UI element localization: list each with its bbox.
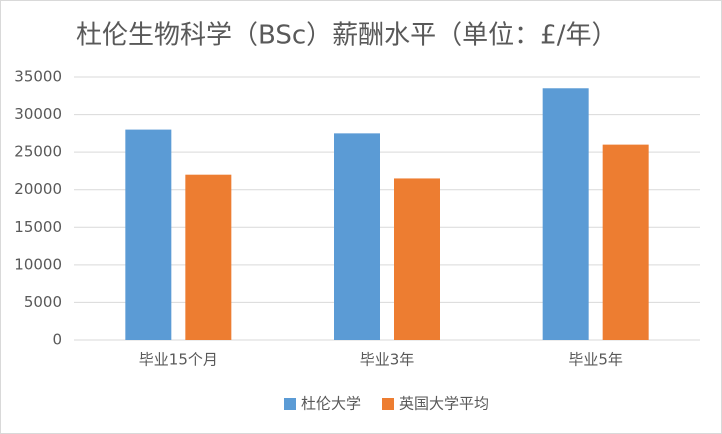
bar — [394, 178, 440, 340]
y-tick-label: 5000 — [24, 293, 62, 311]
bar — [125, 129, 172, 340]
x-tick-label: 毕业3年 — [360, 351, 415, 369]
x-tick-label: 毕业15个月 — [139, 351, 218, 369]
y-tick-label: 25000 — [14, 143, 62, 161]
legend-label: 杜伦大学 — [301, 395, 361, 413]
y-tick-label: 35000 — [14, 68, 62, 86]
bar — [334, 133, 380, 340]
bar — [602, 144, 649, 340]
y-tick-label: 15000 — [14, 218, 62, 236]
legend-swatch — [382, 398, 394, 410]
legend-label: 英国大学平均 — [399, 395, 489, 413]
legend-swatch — [284, 398, 296, 410]
bar — [185, 174, 232, 340]
y-tick-label: 30000 — [14, 105, 62, 123]
bar — [542, 88, 589, 341]
y-tick-label: 0 — [52, 331, 62, 349]
chart-title: 杜伦生物科学（BSc）薪酬水平（单位：£/年） — [76, 21, 617, 51]
y-tick-label: 10000 — [14, 255, 62, 273]
y-tick-label: 20000 — [14, 180, 62, 198]
x-tick-label: 毕业5年 — [568, 351, 623, 369]
